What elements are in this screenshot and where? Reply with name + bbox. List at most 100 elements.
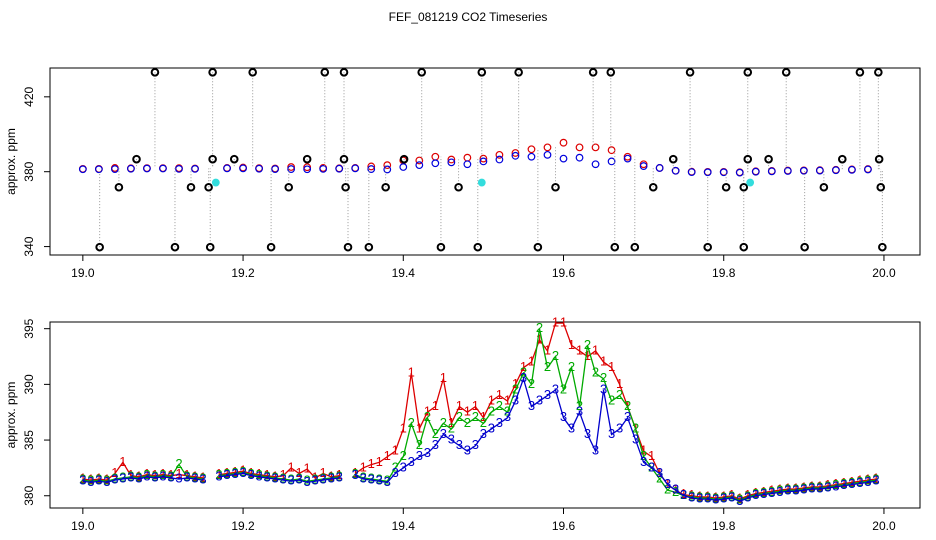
point-marker: 3 — [432, 437, 439, 452]
point-marker: 2 — [263, 468, 270, 483]
point — [239, 164, 247, 173]
point — [287, 165, 296, 173]
point — [533, 242, 543, 252]
point-marker: 2 — [728, 488, 735, 503]
point — [543, 150, 552, 159]
point-marker: 1 — [528, 354, 535, 369]
point-marker: 2 — [296, 470, 303, 485]
y-axis-title: approx. ppm — [4, 382, 18, 449]
point — [339, 68, 349, 77]
point-marker: 3 — [536, 393, 543, 408]
point-marker: 1 — [728, 487, 735, 502]
point-marker: 2 — [320, 470, 327, 485]
point-marker: 1 — [111, 465, 118, 480]
point — [800, 242, 809, 252]
point-marker: 2 — [800, 481, 807, 496]
point-marker: 1 — [696, 488, 703, 503]
point-marker: 1 — [656, 465, 663, 480]
point — [746, 178, 755, 187]
point — [607, 157, 616, 166]
x-tick-label: 19.8 — [712, 519, 736, 533]
point-marker: 2 — [640, 448, 647, 463]
point — [367, 165, 376, 173]
point — [95, 242, 104, 252]
point-marker: 2 — [672, 484, 679, 499]
point — [383, 161, 392, 170]
y-tick-label: 340 — [22, 236, 36, 256]
point-marker: 1 — [608, 359, 615, 374]
point-marker: 1 — [512, 376, 519, 391]
point-marker: 1 — [336, 467, 343, 482]
point-marker: 2 — [576, 398, 583, 413]
point-marker: 2 — [720, 489, 727, 504]
point-marker: 3 — [384, 474, 391, 489]
point-marker: 1 — [840, 475, 847, 490]
point-marker: 1 — [560, 315, 567, 330]
point-marker: 2 — [175, 456, 182, 471]
point-marker: 2 — [656, 470, 663, 485]
point-marker: 3 — [688, 489, 695, 504]
point-marker: 1 — [296, 465, 303, 480]
point-marker: 2 — [191, 469, 198, 484]
point — [855, 68, 865, 77]
point-marker: 1 — [832, 476, 839, 491]
plot-frame — [49, 67, 921, 256]
point-marker: 3 — [424, 445, 431, 460]
point-marker: 2 — [215, 467, 222, 482]
point-marker: 1 — [592, 342, 599, 357]
point-marker: 1 — [328, 468, 335, 483]
point-marker: 3 — [159, 468, 166, 483]
point — [431, 159, 440, 168]
point-marker: 3 — [336, 469, 343, 484]
point-marker: 1 — [736, 491, 743, 506]
point-marker: 3 — [568, 420, 575, 435]
point-marker: 1 — [720, 488, 727, 503]
point-marker: 3 — [504, 409, 511, 424]
point-marker: 3 — [328, 470, 335, 485]
point — [266, 242, 276, 252]
point-marker: 2 — [288, 472, 295, 487]
point-marker: 2 — [79, 472, 86, 487]
point-marker: 3 — [776, 484, 783, 499]
point-marker: 2 — [528, 376, 535, 391]
point-marker: 1 — [231, 464, 238, 479]
point-marker: 1 — [400, 420, 407, 435]
point-marker: 1 — [392, 443, 399, 458]
point — [271, 165, 280, 173]
point — [223, 164, 231, 173]
point-marker: 3 — [600, 381, 607, 396]
point — [463, 160, 472, 169]
point-marker: 2 — [784, 482, 791, 497]
point — [575, 153, 584, 162]
point-marker: 3 — [512, 393, 519, 408]
point-marker: 1 — [304, 460, 311, 475]
point-marker: 2 — [127, 468, 134, 483]
point — [255, 164, 263, 173]
point-marker: 1 — [704, 488, 711, 503]
point-marker: 2 — [840, 476, 847, 491]
point-marker: 3 — [392, 465, 399, 480]
point-marker: 3 — [560, 409, 567, 424]
point — [114, 182, 124, 192]
point — [417, 68, 427, 77]
point-marker: 3 — [848, 476, 855, 491]
point-marker: 1 — [784, 481, 791, 496]
point — [211, 178, 220, 187]
series-line — [218, 467, 340, 479]
point-marker: 3 — [720, 491, 727, 506]
point-marker: 3 — [528, 398, 535, 413]
point — [623, 154, 632, 163]
point — [143, 164, 151, 173]
point — [302, 154, 312, 164]
point-marker: 3 — [712, 492, 719, 507]
point — [799, 166, 808, 175]
point-marker: 3 — [696, 491, 703, 506]
point-marker: 2 — [744, 488, 751, 503]
point — [874, 154, 884, 164]
point-marker: 2 — [440, 415, 447, 430]
point-marker: 3 — [215, 468, 222, 483]
x-tick-label: 19.2 — [231, 266, 255, 280]
point-marker: 1 — [712, 489, 719, 504]
point-marker: 1 — [504, 393, 511, 408]
point-marker: 1 — [159, 466, 166, 481]
